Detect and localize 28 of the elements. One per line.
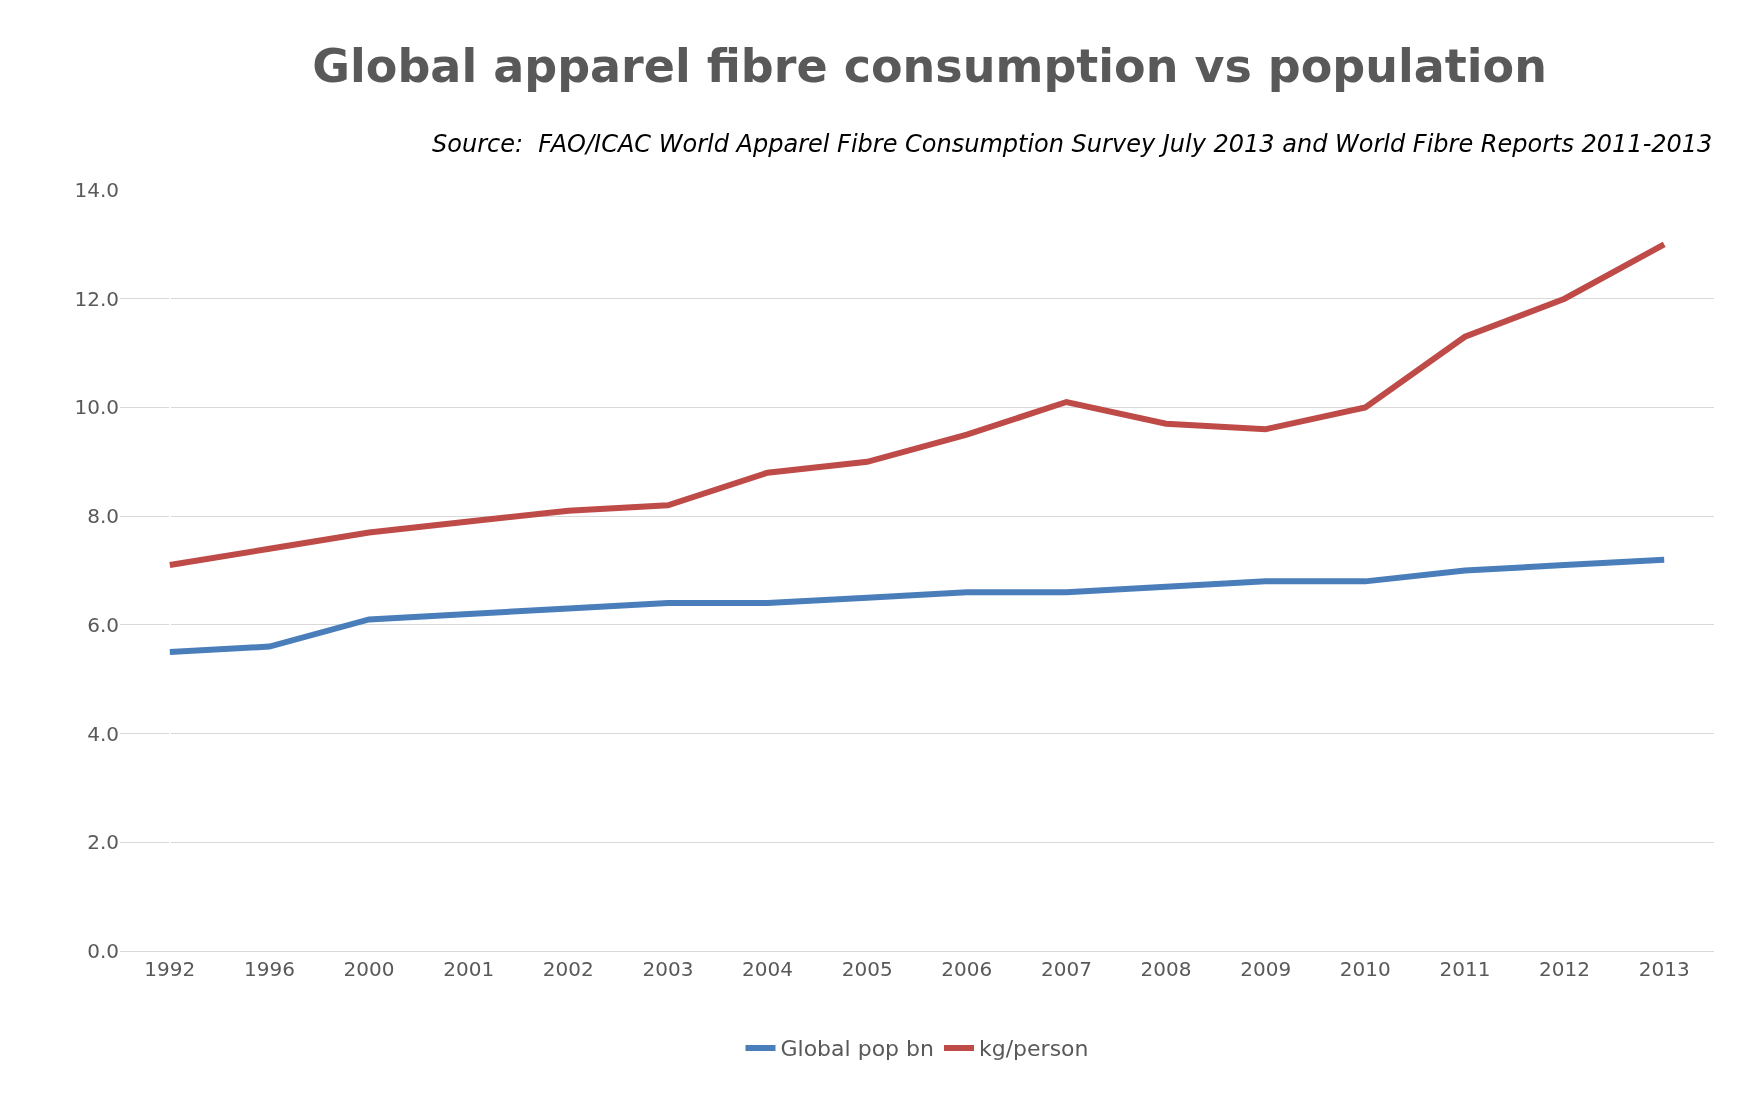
y-tick-label: 0.0 — [87, 939, 119, 963]
x-tick-label: 2013 — [1638, 957, 1690, 981]
legend-label: Global pop bn — [780, 1036, 934, 1062]
x-tick-label: 2009 — [1240, 957, 1292, 981]
x-tick-label: 1996 — [243, 957, 295, 981]
x-tick-label: 2006 — [941, 957, 993, 981]
y-tick-label: 12.0 — [74, 286, 119, 311]
y-tick-label: 14.0 — [74, 178, 119, 202]
x-tick-label: 2002 — [542, 957, 594, 981]
y-tick-label: 2.0 — [87, 830, 119, 855]
x-tick-label: 2010 — [1339, 957, 1391, 981]
x-tick-label: 2012 — [1539, 957, 1591, 981]
y-tick-label: 6.0 — [87, 612, 119, 637]
source-note: Source: FAO/ICAC World Apparel Fibre Consumption Survey July 2013 and World Fibre Reports 2011-2013 — [432, 130, 1713, 158]
x-tick-label: 2008 — [1140, 957, 1192, 981]
x-tick-label: 2000 — [343, 957, 395, 981]
y-tick-label: 10.0 — [74, 395, 119, 420]
x-tick-label: 2007 — [1040, 957, 1092, 981]
x-tick-label: 2004 — [742, 957, 794, 981]
legend-label: kg/person — [978, 1036, 1089, 1062]
x-tick-label: 2005 — [841, 957, 893, 981]
y-tick-label: 8.0 — [87, 504, 119, 529]
x-tick-label: 2001 — [443, 957, 495, 981]
x-tick-label: 1992 — [144, 957, 196, 981]
x-tick-label: 2011 — [1439, 957, 1491, 981]
x-tick-label: 2003 — [642, 957, 694, 981]
y-tick-label: 4.0 — [87, 721, 119, 746]
chart-title: Global apparel fibre consumption vs population — [312, 38, 1547, 93]
